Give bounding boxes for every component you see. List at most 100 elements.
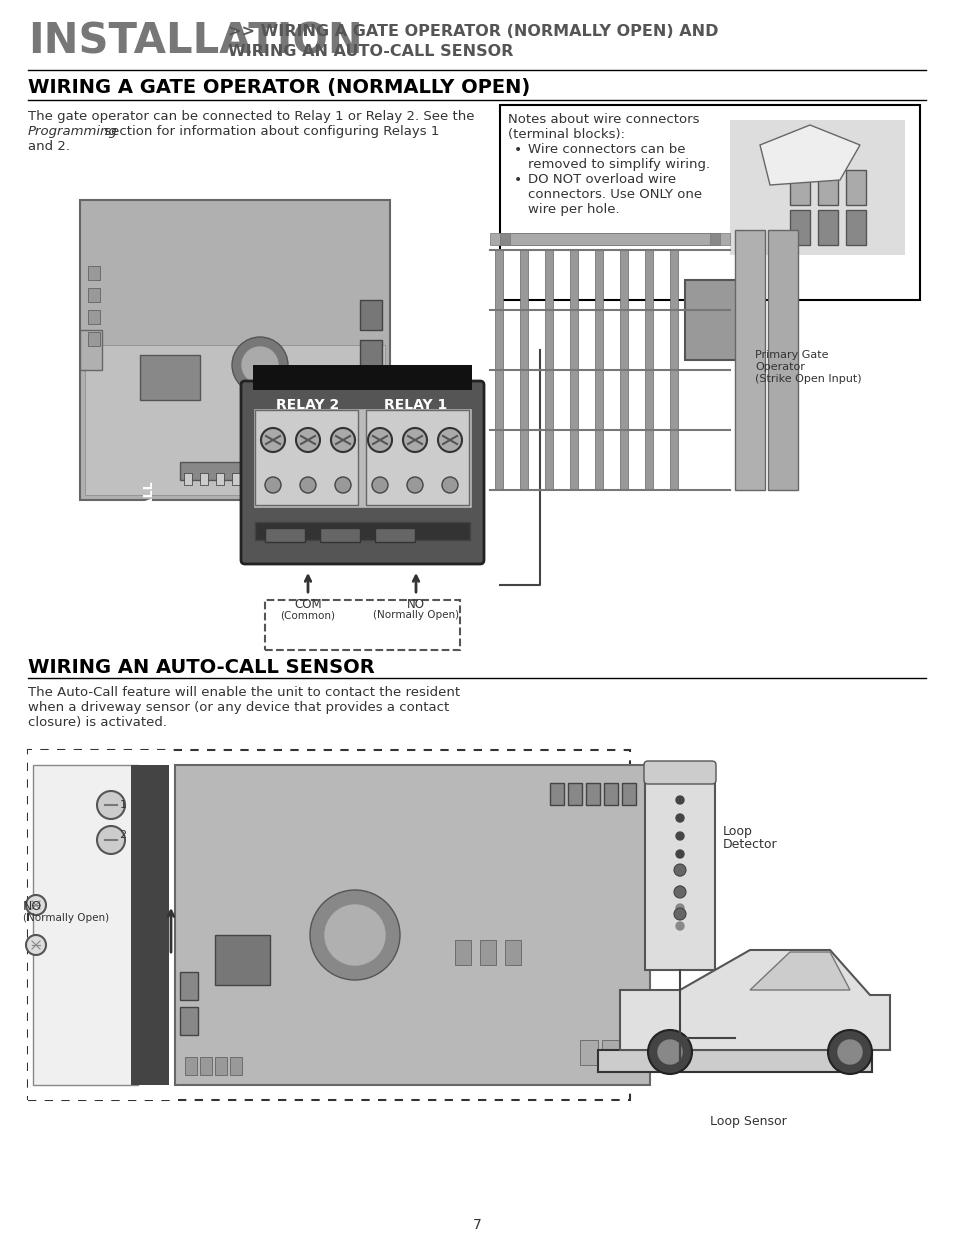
Text: (Normally Open): (Normally Open) xyxy=(373,610,458,620)
Text: 7: 7 xyxy=(472,1218,481,1233)
Bar xyxy=(88,266,100,280)
Bar xyxy=(88,288,100,303)
Circle shape xyxy=(325,905,385,965)
Text: NO: NO xyxy=(23,900,42,913)
Circle shape xyxy=(658,1040,681,1065)
Circle shape xyxy=(676,904,683,911)
Text: Primary Gate: Primary Gate xyxy=(754,350,827,359)
Bar xyxy=(603,783,618,805)
Bar xyxy=(817,210,837,245)
Text: when a driveway sensor (or any device that provides a contact: when a driveway sensor (or any device th… xyxy=(28,701,449,714)
Bar xyxy=(254,410,357,505)
Text: DO NOT overload wire: DO NOT overload wire xyxy=(527,173,676,186)
Polygon shape xyxy=(749,952,849,990)
Text: Wire connectors can be: Wire connectors can be xyxy=(527,143,685,156)
Text: removed to simplify wiring.: removed to simplify wiring. xyxy=(527,158,709,170)
Polygon shape xyxy=(619,950,889,1050)
Circle shape xyxy=(402,429,427,452)
Polygon shape xyxy=(760,125,859,185)
Bar xyxy=(495,249,502,490)
Bar xyxy=(359,300,381,330)
Bar xyxy=(567,783,581,805)
Bar xyxy=(619,249,627,490)
Bar xyxy=(585,783,599,805)
Bar xyxy=(230,1057,242,1074)
Bar xyxy=(33,764,138,1086)
Text: AUTO CALL: AUTO CALL xyxy=(143,482,156,558)
Bar xyxy=(200,1057,212,1074)
Text: connectors. Use ONLY one: connectors. Use ONLY one xyxy=(527,188,701,201)
Bar xyxy=(579,1040,598,1065)
Text: Loop Sensor: Loop Sensor xyxy=(709,1115,786,1128)
Bar xyxy=(845,210,865,245)
Circle shape xyxy=(306,456,317,468)
Bar xyxy=(767,230,797,490)
Text: and 2.: and 2. xyxy=(28,140,70,153)
Circle shape xyxy=(827,1030,871,1074)
Bar xyxy=(504,940,520,965)
Circle shape xyxy=(837,1040,862,1065)
Bar xyxy=(85,345,385,495)
Circle shape xyxy=(335,477,351,493)
Bar xyxy=(550,783,563,805)
Bar xyxy=(319,391,334,410)
Bar xyxy=(595,249,602,490)
Circle shape xyxy=(26,935,46,955)
Text: RELAY 2: RELAY 2 xyxy=(276,398,339,412)
Bar xyxy=(265,529,305,542)
Circle shape xyxy=(372,477,388,493)
Circle shape xyxy=(676,868,683,876)
Bar xyxy=(734,230,764,490)
Text: Loop: Loop xyxy=(722,825,752,839)
Bar xyxy=(319,529,359,542)
Bar xyxy=(299,443,365,485)
Bar xyxy=(80,330,102,370)
FancyBboxPatch shape xyxy=(643,761,716,784)
Text: •: • xyxy=(514,173,521,186)
Bar xyxy=(88,310,100,324)
Bar xyxy=(174,764,649,1086)
Text: The gate operator can be connected to Relay 1 or Relay 2. See the: The gate operator can be connected to Re… xyxy=(28,110,474,124)
Bar xyxy=(544,249,553,490)
Circle shape xyxy=(676,885,683,894)
Circle shape xyxy=(676,850,683,858)
Text: closure) is activated.: closure) is activated. xyxy=(28,716,167,729)
Bar xyxy=(499,233,720,245)
Bar xyxy=(254,522,470,540)
Text: (Normally Open): (Normally Open) xyxy=(23,913,109,923)
Bar xyxy=(510,233,709,245)
Bar xyxy=(623,1040,641,1065)
Bar xyxy=(366,410,469,505)
Bar xyxy=(789,170,809,205)
Circle shape xyxy=(676,814,683,823)
Bar xyxy=(28,750,172,1100)
Circle shape xyxy=(310,890,399,981)
Circle shape xyxy=(232,337,288,393)
FancyBboxPatch shape xyxy=(598,1050,871,1072)
Text: Programming: Programming xyxy=(28,125,117,138)
Text: Operator: Operator xyxy=(754,362,804,372)
Bar xyxy=(455,940,471,965)
Circle shape xyxy=(331,429,355,452)
Circle shape xyxy=(299,477,315,493)
Bar xyxy=(131,764,169,1086)
Bar xyxy=(359,340,381,370)
Text: INSTALLATION: INSTALLATION xyxy=(28,20,362,62)
Bar xyxy=(214,1057,227,1074)
Bar xyxy=(232,473,240,485)
Bar xyxy=(490,233,729,245)
Text: COM: COM xyxy=(294,598,321,611)
Bar xyxy=(789,210,809,245)
Circle shape xyxy=(673,908,685,920)
Circle shape xyxy=(437,429,461,452)
Circle shape xyxy=(673,864,685,876)
Text: WIRING AN AUTO-CALL SENSOR: WIRING AN AUTO-CALL SENSOR xyxy=(228,44,513,59)
Text: •: • xyxy=(514,143,521,157)
Bar xyxy=(180,972,198,1000)
Circle shape xyxy=(295,429,319,452)
Bar xyxy=(375,529,415,542)
Circle shape xyxy=(676,923,683,930)
Circle shape xyxy=(676,832,683,840)
Bar xyxy=(729,120,904,254)
Text: section for information about configuring Relays 1: section for information about configurin… xyxy=(100,125,439,138)
